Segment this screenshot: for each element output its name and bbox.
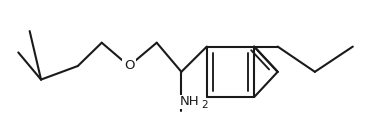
Text: 2: 2 (201, 100, 208, 110)
Text: NH: NH (180, 95, 199, 108)
Text: O: O (124, 60, 134, 72)
